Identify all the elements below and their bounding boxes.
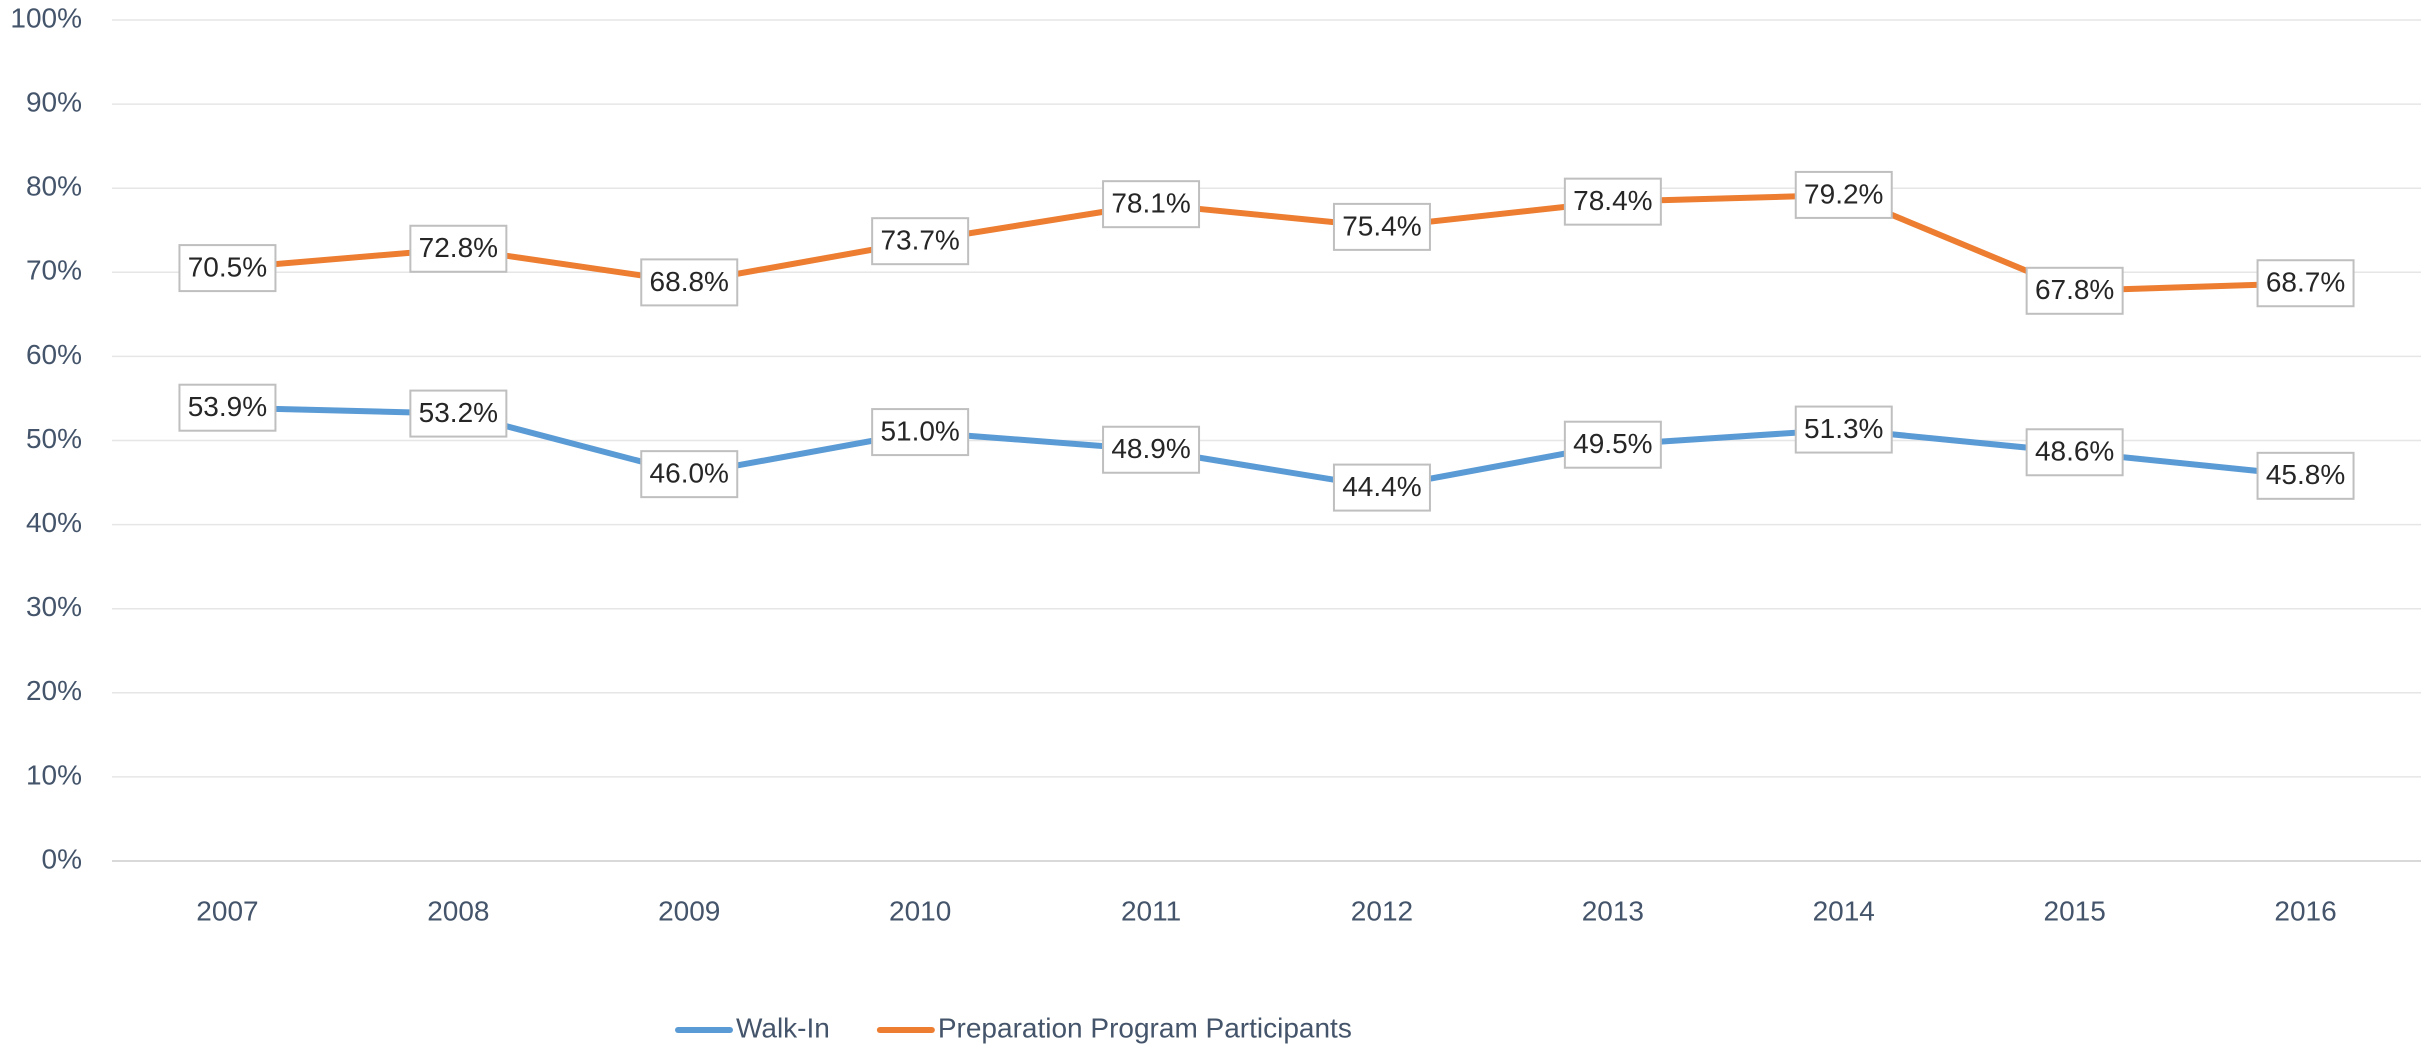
y-tick-label: 70% (26, 255, 82, 286)
x-tick-label: 2015 (2044, 895, 2106, 926)
x-tick-label: 2013 (1582, 895, 1644, 926)
y-tick-label: 10% (26, 759, 82, 790)
data-label: 79.2% (1804, 178, 1883, 209)
series-line (227, 191, 2306, 294)
x-tick-label: 2009 (658, 895, 720, 926)
data-label: 68.7% (2266, 267, 2345, 298)
data-label: 67.8% (2035, 274, 2114, 305)
x-tick-label: 2011 (1121, 895, 1181, 926)
data-label: 51.0% (880, 415, 959, 446)
data-label-box (1332, 202, 1431, 251)
data-label-box (640, 258, 739, 307)
data-label: 51.3% (1804, 413, 1883, 444)
y-tick-label: 40% (26, 507, 82, 538)
data-label-box (178, 383, 277, 432)
data-label: 78.1% (1111, 188, 1190, 219)
data-label: 72.8% (419, 232, 498, 263)
data-label: 70.5% (188, 251, 267, 282)
data-label: 78.4% (1573, 185, 1652, 216)
x-tick-label: 2010 (889, 895, 951, 926)
data-label: 53.2% (419, 397, 498, 428)
data-label-box (1102, 180, 1201, 229)
data-label: 44.4% (1342, 471, 1421, 502)
data-label-box (871, 217, 970, 266)
data-label-box (178, 244, 277, 293)
data-label-box (1794, 405, 1893, 454)
data-label: 53.9% (188, 391, 267, 422)
y-tick-label: 20% (26, 675, 82, 706)
y-tick-label: 90% (26, 86, 82, 117)
data-label-box (409, 389, 508, 438)
data-label-box (2025, 266, 2124, 315)
data-label: 48.6% (2035, 436, 2114, 467)
data-label: 75.4% (1342, 210, 1421, 241)
data-label-box (1563, 177, 1662, 226)
data-label-box (1794, 170, 1893, 219)
y-tick-label: 0% (42, 843, 82, 874)
y-tick-label: 50% (26, 423, 82, 454)
data-label: 68.8% (650, 266, 729, 297)
x-tick-label: 2012 (1351, 895, 1413, 926)
x-tick-label: 2016 (2274, 895, 2336, 926)
data-label-box (1332, 463, 1431, 512)
x-tick-label: 2008 (427, 895, 489, 926)
data-label-box (2256, 259, 2355, 308)
data-label: 73.7% (880, 225, 959, 256)
data-label-box (1563, 420, 1662, 469)
y-tick-label: 80% (26, 171, 82, 202)
data-label-box (640, 450, 739, 499)
data-label: 46.0% (650, 458, 729, 489)
x-tick-label: 2007 (196, 895, 258, 926)
data-label-box (2256, 451, 2355, 500)
legend-label: Preparation Program Participants (938, 1012, 1352, 1043)
data-label: 48.9% (1111, 433, 1190, 464)
y-tick-label: 30% (26, 591, 82, 622)
data-label: 49.5% (1573, 428, 1652, 459)
data-label-box (409, 224, 508, 273)
x-tick-label: 2014 (1813, 895, 1875, 926)
y-tick-label: 60% (26, 339, 82, 370)
legend-label: Walk-In (736, 1012, 830, 1043)
data-label-box (871, 408, 970, 457)
data-label: 45.8% (2266, 459, 2345, 490)
data-label-box (1102, 425, 1201, 474)
y-tick-label: 100% (10, 2, 82, 33)
series-line (227, 404, 2306, 491)
data-label-box (2025, 428, 2124, 477)
